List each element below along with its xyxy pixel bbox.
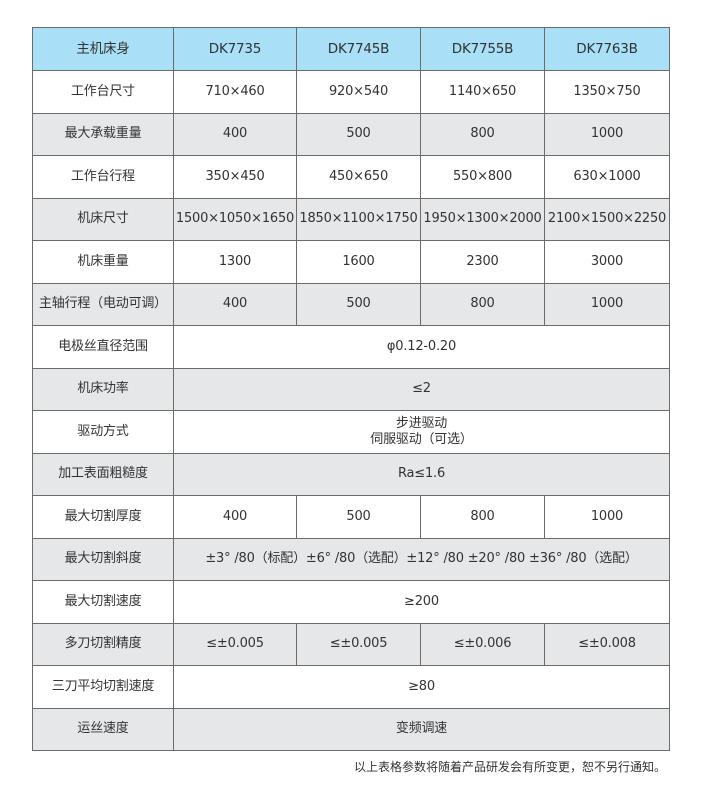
row-label: 多刀切割精度 — [32, 622, 174, 666]
value-cell: 400 — [173, 112, 297, 156]
value-cell: 400 — [173, 282, 297, 326]
header-cell: DK7755B — [420, 27, 545, 71]
value-cell: 500 — [296, 112, 421, 156]
value-cell: 1140×650 — [420, 70, 545, 114]
table-header-row: 主机床身 DK7735 DK7745B DK7755B DK7763B — [32, 27, 670, 71]
row-label: 运丝速度 — [32, 707, 174, 751]
value-line: ≤2 — [412, 381, 431, 397]
merged-value-cell: Ra≤1.6 — [173, 452, 670, 496]
row-label: 最大切割速度 — [32, 580, 174, 624]
row-label: 加工表面粗糙度 — [32, 452, 174, 496]
value-cell: 2300 — [420, 240, 545, 284]
value-cell: 1000 — [544, 495, 670, 539]
table-row: 最大切割速度 ≥200 — [32, 580, 670, 624]
value-cell: ≤±0.005 — [173, 622, 297, 666]
value-cell: 350×450 — [173, 155, 297, 199]
header-cell: 主机床身 — [32, 27, 174, 71]
table-row: 最大切割斜度 ±3° /80（标配）±6° /80（选配）±12° /80 ±20… — [32, 537, 670, 581]
value-cell: 1350×750 — [544, 70, 670, 114]
value-line: 变频调速 — [395, 721, 448, 737]
table-row: 运丝速度 变频调速 — [32, 707, 670, 751]
header-cell: DK7735 — [173, 27, 297, 71]
value-cell: 1000 — [544, 112, 670, 156]
footnote: 以上表格参数将随着产品研发会有所变更，恕不另行通知。 — [353, 760, 666, 774]
value-cell: 550×800 — [420, 155, 545, 199]
value-cell: ≤±0.005 — [296, 622, 421, 666]
spec-table: 主机床身 DK7735 DK7745B DK7755B DK7763B 工作台尺… — [32, 27, 670, 751]
row-label: 工作台行程 — [32, 155, 174, 199]
value-cell: 920×540 — [296, 70, 421, 114]
row-label: 最大承载重量 — [32, 112, 174, 156]
table-row: 机床重量 1300 1600 2300 3000 — [32, 240, 670, 284]
row-label: 最大切割斜度 — [32, 537, 174, 581]
value-cell: 710×460 — [173, 70, 297, 114]
value-cell: 1850×1100×1750 — [296, 197, 421, 241]
value-cell: 800 — [420, 495, 545, 539]
table-row: 工作台尺寸 710×460 920×540 1140×650 1350×750 — [32, 70, 670, 114]
row-label: 主轴行程（电动可调） — [32, 282, 174, 326]
table-row: 主轴行程（电动可调） 400 500 800 1000 — [32, 282, 670, 326]
value-line: φ0.12-0.20 — [386, 338, 457, 354]
value-cell: ≤±0.008 — [544, 622, 670, 666]
table-row: 驱动方式 步进驱动 伺服驱动（可选） — [32, 410, 670, 454]
value-cell: 1600 — [296, 240, 421, 284]
value-cell: 630×1000 — [544, 155, 670, 199]
value-line: 步进驱动 — [395, 415, 448, 431]
table-row: 最大承载重量 400 500 800 1000 — [32, 112, 670, 156]
value-cell: 500 — [296, 282, 421, 326]
row-label: 驱动方式 — [32, 410, 174, 454]
value-cell: 3000 — [544, 240, 670, 284]
row-label: 工作台尺寸 — [32, 70, 174, 114]
row-label: 最大切割厚度 — [32, 495, 174, 539]
value-line: ≥80 — [408, 678, 435, 694]
table-row: 工作台行程 350×450 450×650 550×800 630×1000 — [32, 155, 670, 199]
row-label: 机床重量 — [32, 240, 174, 284]
value-cell: 450×650 — [296, 155, 421, 199]
value-cell: 800 — [420, 112, 545, 156]
value-cell: 400 — [173, 495, 297, 539]
merged-value-cell: ≥80 — [173, 665, 670, 709]
row-label: 电极丝直径范围 — [32, 325, 174, 369]
value-cell: ≤±0.006 — [420, 622, 545, 666]
table-row: 三刀平均切割速度 ≥80 — [32, 665, 670, 709]
value-cell: 1000 — [544, 282, 670, 326]
merged-value-cell: φ0.12-0.20 — [173, 325, 670, 369]
header-cell: DK7745B — [296, 27, 421, 71]
value-line: ±3° /80（标配）±6° /80（选配）±12° /80 ±20° /80 … — [205, 551, 638, 567]
value-cell: 2100×1500×2250 — [544, 197, 670, 241]
value-cell: 800 — [420, 282, 545, 326]
value-line: ≥200 — [404, 593, 439, 609]
table-row: 机床尺寸 1500×1050×1650 1850×1100×1750 1950×130… — [32, 197, 670, 241]
value-cell: 500 — [296, 495, 421, 539]
table-row: 多刀切割精度 ≤±0.005 ≤±0.005 ≤±0.006 ≤±0.008 — [32, 622, 670, 666]
table-row: 最大切割厚度 400 500 800 1000 — [32, 495, 670, 539]
row-label: 机床功率 — [32, 367, 174, 411]
value-line: 伺服驱动（可选） — [370, 431, 473, 447]
merged-value-cell: 步进驱动 伺服驱动（可选） — [173, 410, 670, 454]
merged-value-cell: 变频调速 — [173, 707, 670, 751]
merged-value-cell: ≥200 — [173, 580, 670, 624]
value-cell: 1500×1050×1650 — [173, 197, 297, 241]
table-row: 加工表面粗糙度 Ra≤1.6 — [32, 452, 670, 496]
header-cell: DK7763B — [544, 27, 670, 71]
value-line: Ra≤1.6 — [397, 466, 446, 482]
table-row: 机床功率 ≤2 — [32, 367, 670, 411]
merged-value-cell: ±3° /80（标配）±6° /80（选配）±12° /80 ±20° /80 … — [173, 537, 670, 581]
row-label: 机床尺寸 — [32, 197, 174, 241]
value-cell: 1300 — [173, 240, 297, 284]
merged-value-cell: ≤2 — [173, 367, 670, 411]
table-row: 电极丝直径范围 φ0.12-0.20 — [32, 325, 670, 369]
row-label: 三刀平均切割速度 — [32, 665, 174, 709]
value-cell: 1950×1300×2000 — [420, 197, 545, 241]
